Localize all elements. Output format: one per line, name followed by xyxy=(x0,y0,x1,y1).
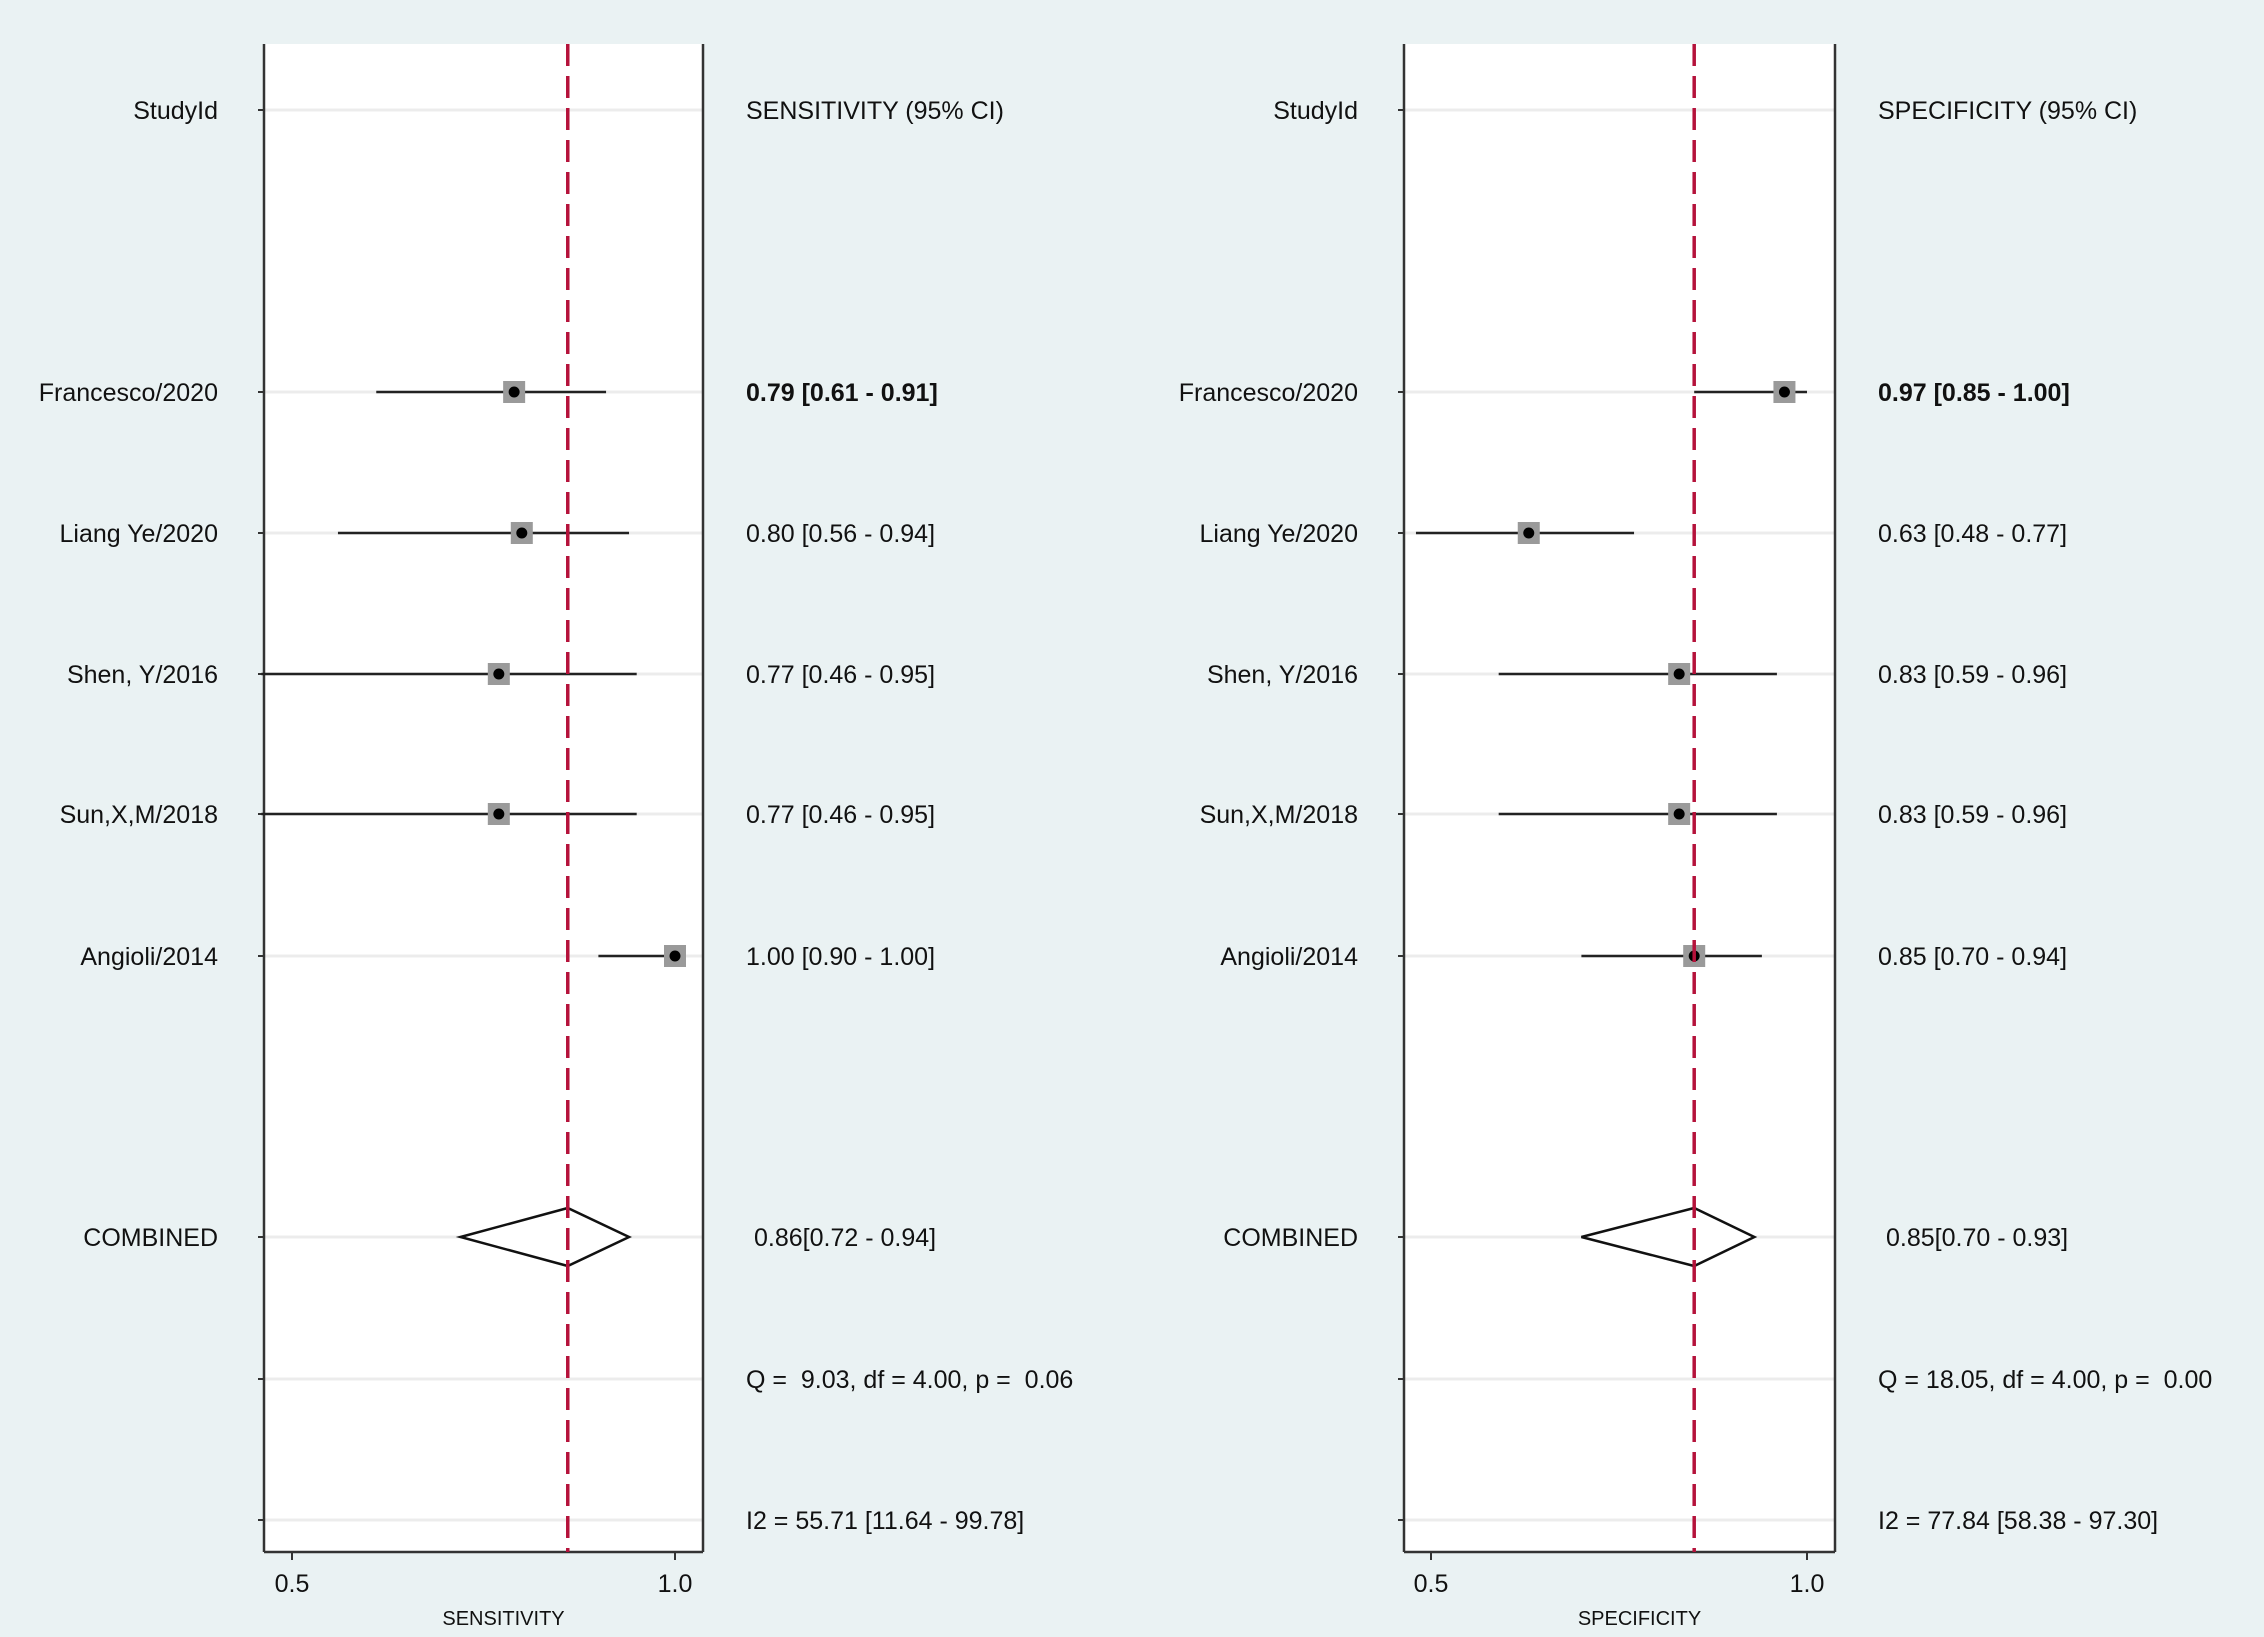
x-tick-label: 1.0 xyxy=(1790,1570,1825,1598)
combined-diamond xyxy=(1581,1206,1758,1268)
plot-area xyxy=(264,44,703,1552)
study-estimate-text: 0.83 [0.59 - 0.96] xyxy=(1878,661,2067,689)
study-estimate-text: 0.85 [0.70 - 0.94] xyxy=(1878,943,2067,971)
x-tick-label: 1.0 xyxy=(658,1570,693,1598)
study-label: Francesco/2020 xyxy=(1179,379,1358,407)
x-axis-label: SENSITIVITY xyxy=(442,1608,564,1630)
estimate-column-header: SENSITIVITY (95% CI) xyxy=(746,97,1004,125)
combined-estimate-text: 0.86[0.72 - 0.94] xyxy=(754,1224,936,1252)
study-label: Liang Ye/2020 xyxy=(59,520,218,548)
estimate-dot xyxy=(493,668,505,680)
heterogeneity-i2-text: I2 = 77.84 [58.38 - 97.30] xyxy=(1878,1507,2158,1535)
forest-panel-2: 0.5 1.0 SPECIFICITY StudyId SPECIFICITY (95%… xyxy=(1179,44,2212,1630)
estimate-dot xyxy=(508,386,520,398)
heterogeneity-q-text: Q = 18.05, df = 4.00, p = 0.00 xyxy=(1878,1366,2212,1394)
combined-diamond xyxy=(455,1206,632,1268)
estimate-dot xyxy=(516,527,528,539)
study-estimate-text: 0.80 [0.56 - 0.94] xyxy=(746,520,935,548)
estimate-dot xyxy=(1778,386,1790,398)
heterogeneity-q-text: Q = 9.03, df = 4.00, p = 0.06 xyxy=(746,1366,1073,1394)
study-column-header: StudyId xyxy=(133,97,218,125)
study-label: Liang Ye/2020 xyxy=(1199,520,1358,548)
estimate-dot xyxy=(1523,527,1535,539)
estimate-dot xyxy=(669,950,681,962)
combined-label: COMBINED xyxy=(1223,1224,1358,1252)
estimate-dot xyxy=(493,808,505,820)
study-estimate-text: 0.79 [0.61 - 0.91] xyxy=(746,379,938,407)
x-axis-label: SPECIFICITY xyxy=(1578,1608,1701,1630)
study-estimate-text: 0.77 [0.46 - 0.95] xyxy=(746,801,935,829)
study-label: Shen, Y/2016 xyxy=(67,661,218,689)
study-label: Angioli/2014 xyxy=(80,943,218,971)
combined-label: COMBINED xyxy=(83,1224,218,1252)
forest-panel-1: 0.5 1.0 SENSITIVITY StudyId SENSITIVITY (95%… xyxy=(39,44,1073,1630)
study-column-header: StudyId xyxy=(1273,97,1358,125)
estimate-column-header: SPECIFICITY (95% CI) xyxy=(1878,97,2137,125)
plot-area xyxy=(1404,44,1835,1552)
study-label: Sun,X,M/2018 xyxy=(1200,801,1358,829)
heterogeneity-i2-text: I2 = 55.71 [11.64 - 99.78] xyxy=(746,1507,1024,1535)
study-estimate-text: 1.00 [0.90 - 1.00] xyxy=(746,943,935,971)
combined-estimate-text: 0.85[0.70 - 0.93] xyxy=(1886,1224,2068,1252)
x-tick-label: 0.5 xyxy=(1414,1570,1449,1598)
study-estimate-text: 0.83 [0.59 - 0.96] xyxy=(1878,801,2067,829)
study-label: Sun,X,M/2018 xyxy=(60,801,218,829)
study-estimate-text: 0.97 [0.85 - 1.00] xyxy=(1878,379,2070,407)
estimate-dot xyxy=(1673,808,1685,820)
estimate-dot xyxy=(1673,668,1685,680)
study-estimate-text: 0.77 [0.46 - 0.95] xyxy=(746,661,935,689)
study-label: Shen, Y/2016 xyxy=(1207,661,1358,689)
x-tick-label: 0.5 xyxy=(275,1570,310,1598)
study-label: Francesco/2020 xyxy=(39,379,218,407)
study-label: Angioli/2014 xyxy=(1220,943,1358,971)
study-estimate-text: 0.63 [0.48 - 0.77] xyxy=(1878,520,2067,548)
